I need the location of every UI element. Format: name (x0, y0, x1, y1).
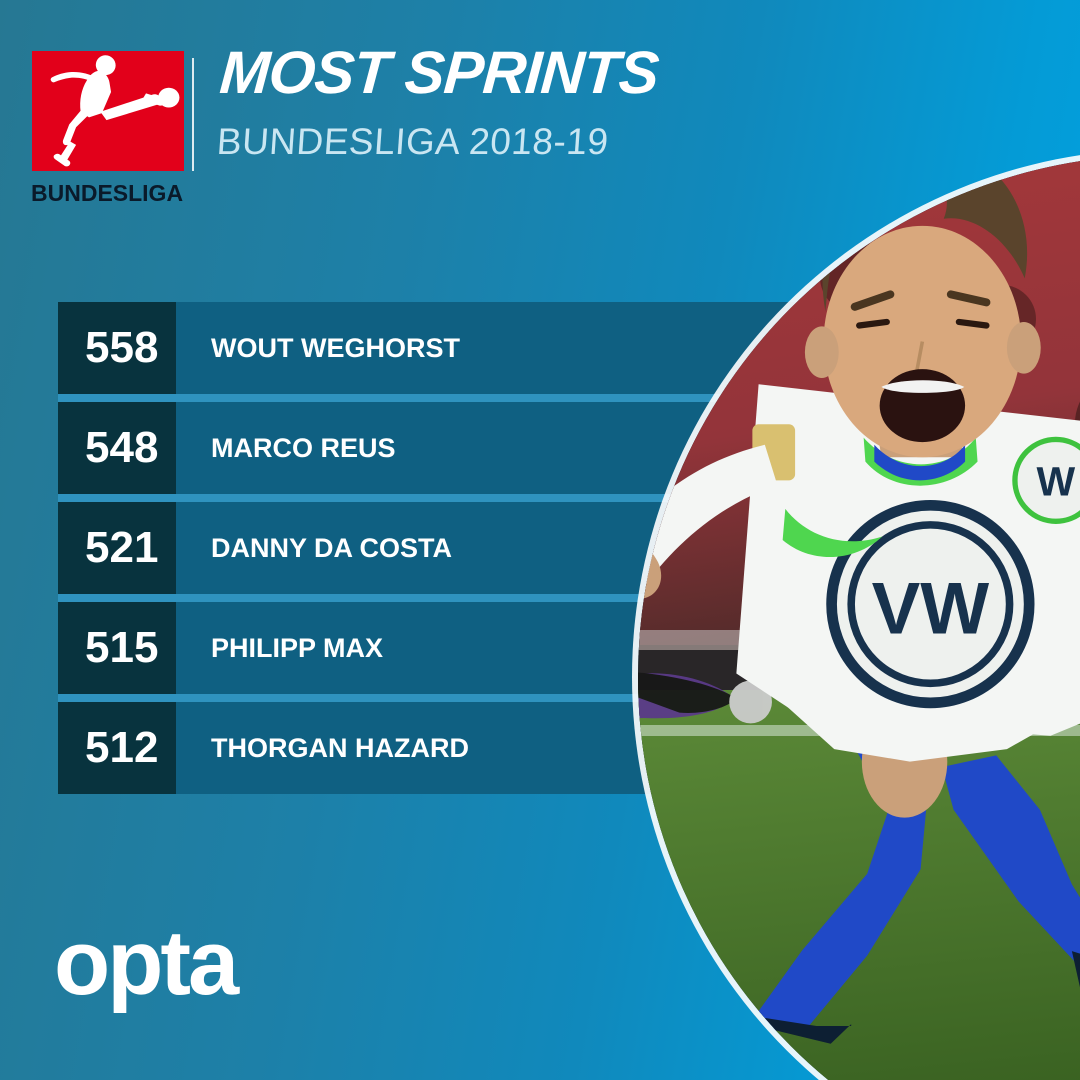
svg-text:VW: VW (872, 568, 990, 649)
svg-text:W: W (1037, 458, 1076, 504)
